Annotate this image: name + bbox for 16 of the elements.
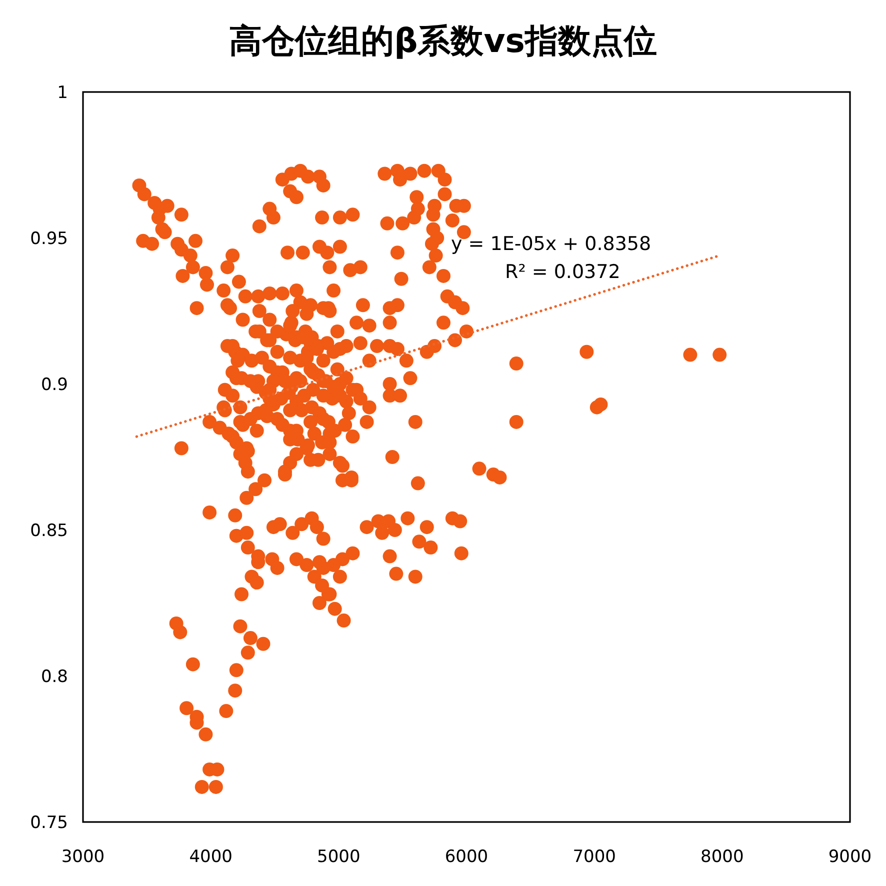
- y-tick-label: 0.85: [30, 521, 68, 541]
- y-tick-label: 0.9: [40, 375, 68, 395]
- y-tick-label: 0.95: [30, 229, 68, 249]
- x-tick-label: 8000: [700, 847, 744, 867]
- annotation: R² = 0.0372: [505, 261, 620, 283]
- x-tick-label: 5000: [317, 847, 360, 867]
- chart-title: 高仓位组的β系数vs指数点位: [229, 21, 657, 60]
- y-tick-label: 1: [57, 83, 68, 103]
- y-tick-label: 0.8: [40, 667, 68, 687]
- x-tick-label: 4000: [189, 847, 232, 867]
- x-tick-label: 3000: [61, 847, 105, 867]
- x-tick-label: 7000: [572, 847, 616, 867]
- x-tick-label: 9000: [828, 847, 872, 867]
- y-tick-label: 0.75: [30, 813, 68, 833]
- x-tick-label: 6000: [444, 847, 488, 867]
- annotation: y = 1E-05x + 0.8358: [451, 233, 652, 255]
